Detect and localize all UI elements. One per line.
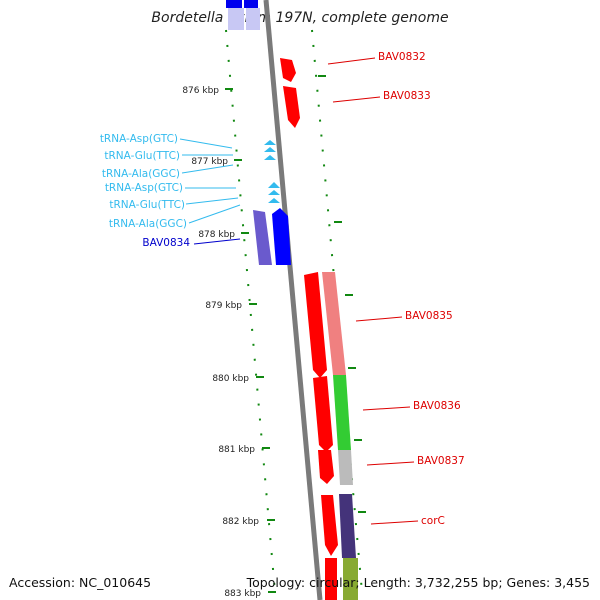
gene-BAV0833 bbox=[283, 86, 300, 128]
map-title: Bordetella avium 197N, complete genome bbox=[151, 10, 449, 26]
gene-top-blue-fade bbox=[228, 8, 244, 30]
trna-marker bbox=[264, 147, 276, 152]
trna-marker bbox=[268, 182, 280, 188]
label-trna[interactable]: tRNA-Glu(TTC) bbox=[109, 199, 185, 211]
trna-marker bbox=[268, 198, 280, 203]
leader-BAV0835 bbox=[355, 316, 403, 322]
trna-marker bbox=[264, 155, 276, 160]
gene-BAV0835-outer bbox=[322, 272, 346, 375]
gene-bottom-inner bbox=[325, 558, 337, 600]
gene-top-blue bbox=[226, 0, 242, 8]
gene-bottom-outer bbox=[343, 558, 358, 600]
leader-trna bbox=[185, 197, 239, 205]
scale-label-883: 883 kbp bbox=[224, 589, 261, 599]
trna-marker bbox=[264, 140, 276, 145]
scale-label-879: 879 kbp bbox=[205, 301, 242, 311]
scale-label-878: 878 kbp bbox=[198, 230, 235, 240]
label-corC[interactable]: corC bbox=[421, 515, 445, 527]
label-trna[interactable]: tRNA-Asp(GTC) bbox=[105, 182, 183, 194]
gene-BAV0832 bbox=[280, 58, 296, 82]
leader-trna bbox=[188, 204, 241, 224]
leader-BAV0834 bbox=[193, 238, 241, 245]
scale-label-882: 882 kbp bbox=[222, 517, 259, 527]
gene-top-blue-2 bbox=[244, 0, 258, 8]
leader-corC bbox=[370, 520, 419, 525]
scale-label-876: 876 kbp bbox=[182, 86, 219, 96]
leader-BAV0832 bbox=[327, 57, 376, 65]
gene-BAV0835-inner bbox=[304, 272, 327, 378]
label-BAV0833[interactable]: BAV0833 bbox=[383, 90, 431, 102]
genome-backbone bbox=[263, 0, 323, 600]
label-trna[interactable]: tRNA-Glu(TTC) bbox=[104, 150, 180, 162]
leader-trna bbox=[179, 138, 233, 149]
gene-top-blue-2-fade bbox=[246, 8, 260, 30]
label-BAV0836[interactable]: BAV0836 bbox=[413, 400, 461, 412]
label-BAV0832[interactable]: BAV0832 bbox=[378, 51, 426, 63]
gene-BAV0837-outer bbox=[338, 450, 353, 485]
genome-summary-text: Topology: circular; Length: 3,732,255 bp… bbox=[246, 575, 590, 590]
trna-marker bbox=[268, 190, 280, 195]
outer-ticks bbox=[318, 75, 366, 513]
label-BAV0837[interactable]: BAV0837 bbox=[417, 455, 465, 467]
scale-label-877: 877 kbp bbox=[191, 157, 228, 167]
scale-ticks bbox=[225, 88, 276, 593]
gene-BAV0836-inner bbox=[313, 376, 333, 452]
gene-corC-inner bbox=[321, 495, 338, 556]
leader-BAV0833 bbox=[332, 96, 381, 103]
label-trna[interactable]: tRNA-Ala(GGC) bbox=[109, 218, 187, 230]
scale-label-880: 880 kbp bbox=[212, 374, 249, 384]
label-trna[interactable]: tRNA-Asp(GTC) bbox=[100, 133, 178, 145]
gene-BAV0836-outer bbox=[333, 375, 351, 450]
accession-text: Accession: NC_010645 bbox=[9, 575, 152, 590]
label-BAV0835[interactable]: BAV0835 bbox=[405, 310, 453, 322]
label-trna[interactable]: tRNA-Ala(GGC) bbox=[102, 168, 180, 180]
leader-BAV0837 bbox=[366, 461, 415, 466]
scale-label-881: 881 kbp bbox=[218, 445, 255, 455]
leader-BAV0836 bbox=[362, 406, 411, 411]
gene-BAV0834-shadow bbox=[253, 210, 272, 265]
trna-markers bbox=[264, 140, 280, 203]
gene-corC-outer bbox=[339, 494, 356, 558]
label-BAV0834[interactable]: BAV0834 bbox=[142, 237, 190, 249]
gene-BAV0834 bbox=[272, 208, 291, 265]
leader-trna bbox=[181, 164, 234, 174]
inner-dotted-track bbox=[225, 29, 276, 593]
gene-BAV0837-inner bbox=[318, 450, 334, 484]
